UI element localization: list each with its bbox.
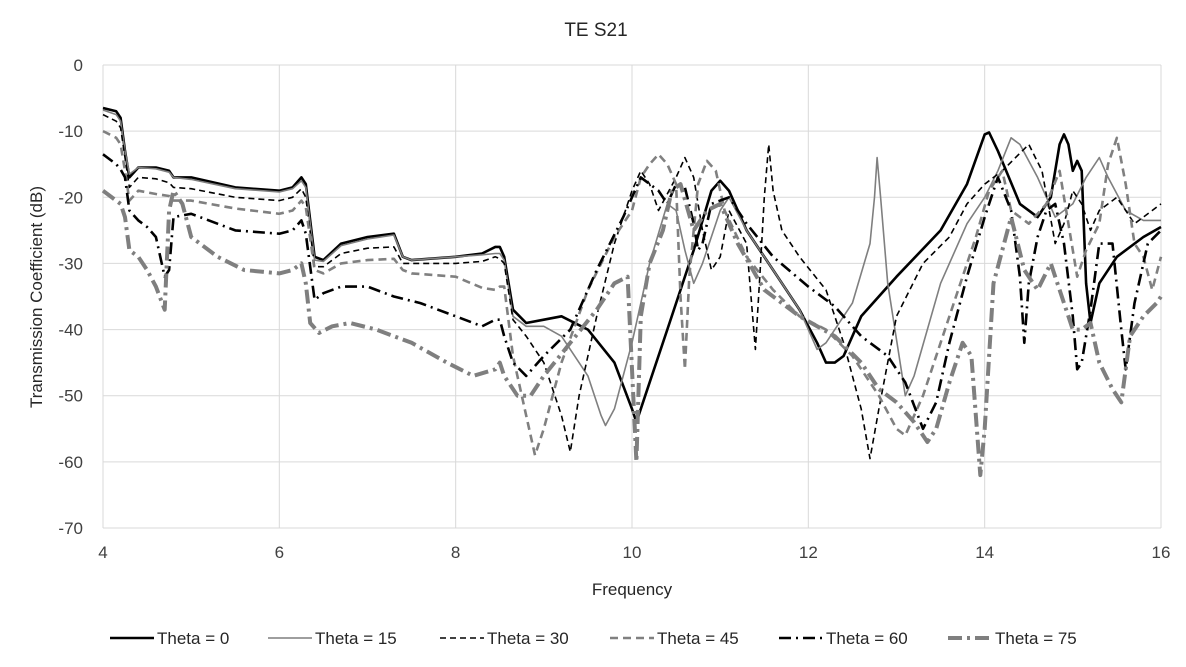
x-axis-ticks: 4 6 8 10 12 14 16 <box>98 543 1170 562</box>
legend-item-5: Theta = 60 <box>779 629 908 648</box>
y-axis-ticks: 0 -10 -20 -30 -40 -50 -60 -70 <box>58 56 83 538</box>
legend-label: Theta = 15 <box>315 629 397 648</box>
y-tick-label: -50 <box>58 387 83 406</box>
series-line-3 <box>102 113 1162 460</box>
x-axis-label: Frequency <box>592 580 673 599</box>
legend-label: Theta = 45 <box>657 629 739 648</box>
y-axis-label: Transmission Coefficient (dB) <box>27 186 46 408</box>
y-tick-label: -70 <box>58 519 83 538</box>
legend-label: Theta = 0 <box>157 629 229 648</box>
series-layer <box>101 106 1163 478</box>
series-line-1 <box>102 106 1162 424</box>
legend-item-4: Theta = 45 <box>610 629 739 648</box>
y-tick-label: -20 <box>58 188 83 207</box>
series-line-6 <box>101 182 1163 478</box>
x-tick-label: 4 <box>98 543 107 562</box>
x-tick-label: 8 <box>451 543 460 562</box>
legend-item-3: Theta = 30 <box>440 629 569 648</box>
series-line-4 <box>102 129 1163 457</box>
legend-item-1: Theta = 0 <box>110 629 229 648</box>
y-tick-label: -40 <box>58 321 83 340</box>
y-tick-label: -10 <box>58 122 83 141</box>
legend-item-2: Theta = 15 <box>268 629 397 648</box>
x-tick-label: 10 <box>623 543 642 562</box>
legend: Theta = 0 Theta = 15 Theta = 30 Theta = 45 T… <box>110 629 1077 648</box>
x-tick-label: 16 <box>1152 543 1171 562</box>
chart-title: TE S21 <box>564 20 627 41</box>
legend-label: Theta = 75 <box>995 629 1077 648</box>
series-line-2 <box>102 109 1161 427</box>
legend-label: Theta = 60 <box>826 629 908 648</box>
x-tick-label: 14 <box>975 543 994 562</box>
legend-item-6: Theta = 75 <box>948 629 1077 648</box>
y-tick-label: 0 <box>74 56 83 75</box>
y-tick-label: -60 <box>58 453 83 472</box>
y-tick-label: -30 <box>58 254 83 273</box>
x-tick-label: 12 <box>799 543 818 562</box>
legend-label: Theta = 30 <box>487 629 569 648</box>
x-tick-label: 6 <box>275 543 284 562</box>
